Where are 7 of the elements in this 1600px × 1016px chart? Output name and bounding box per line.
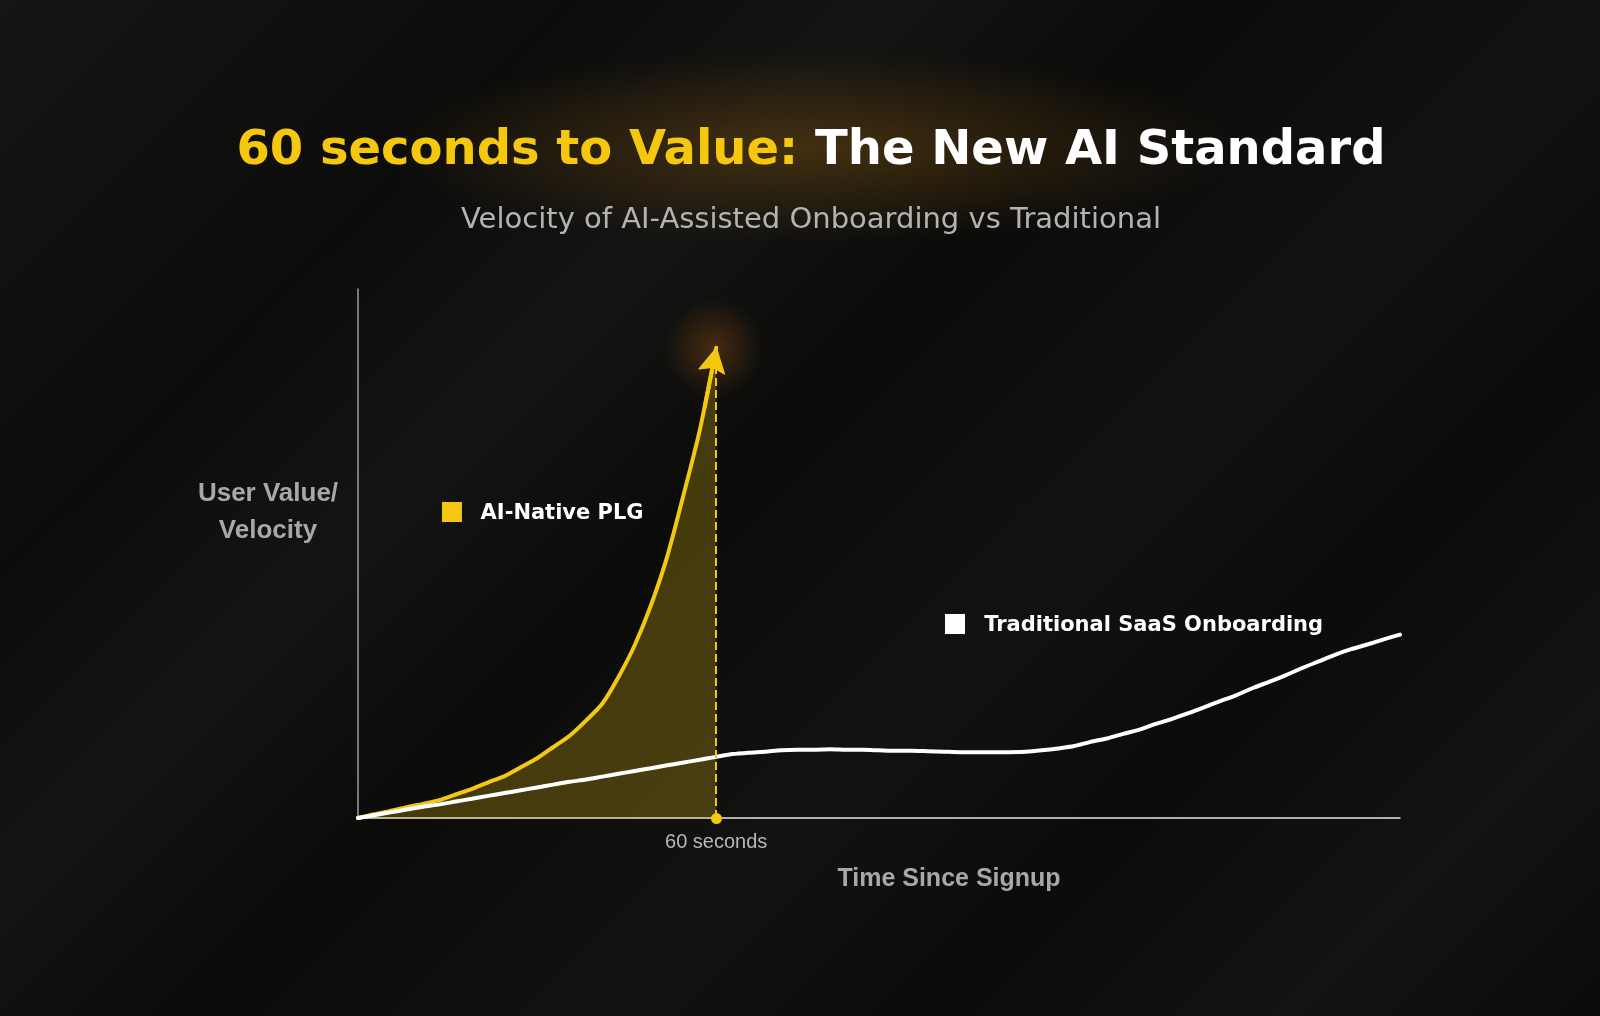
legend-label: Traditional SaaS Onboarding <box>984 610 1324 637</box>
chart-title: 60 seconds to Value: The New AI Standard <box>235 118 1387 177</box>
legend-label: AI-Native PLG <box>480 499 644 526</box>
y-axis-title: User Value/ Velocity <box>196 475 340 546</box>
chart-subtitle: Velocity of AI-Assisted Onboarding vs Traditional <box>460 200 1162 237</box>
x-axis-title: Time Since Signup <box>837 862 1061 891</box>
text: 60 seconds <box>665 830 768 852</box>
